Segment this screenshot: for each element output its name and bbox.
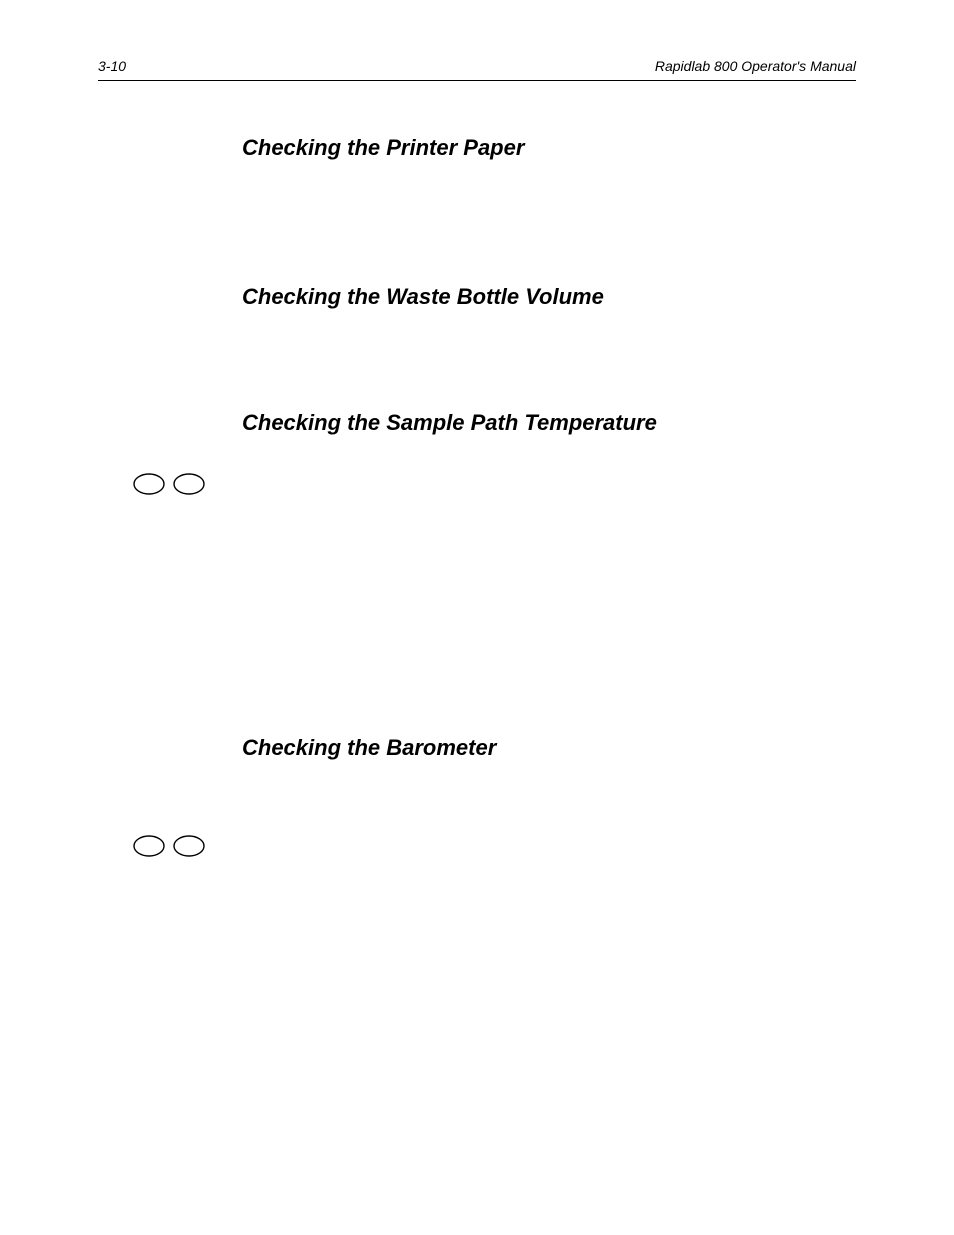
doc-title: Rapidlab 800 Operator's Manual [655,58,856,74]
heading-waste-bottle: Checking the Waste Bottle Volume [242,284,604,310]
heading-sample-path-temp: Checking the Sample Path Temperature [242,410,657,436]
step-icons-row-1 [132,472,206,496]
oval-icon [132,472,166,496]
oval-icon [172,472,206,496]
page-number: 3-10 [98,58,126,74]
oval-icon [172,834,206,858]
oval-icon [132,834,166,858]
step-icons-row-2 [132,834,206,858]
document-page: 3-10 Rapidlab 800 Operator's Manual Chec… [0,0,954,1235]
page-header: 3-10 Rapidlab 800 Operator's Manual [98,58,856,81]
heading-barometer: Checking the Barometer [242,735,496,761]
heading-printer-paper: Checking the Printer Paper [242,135,524,161]
